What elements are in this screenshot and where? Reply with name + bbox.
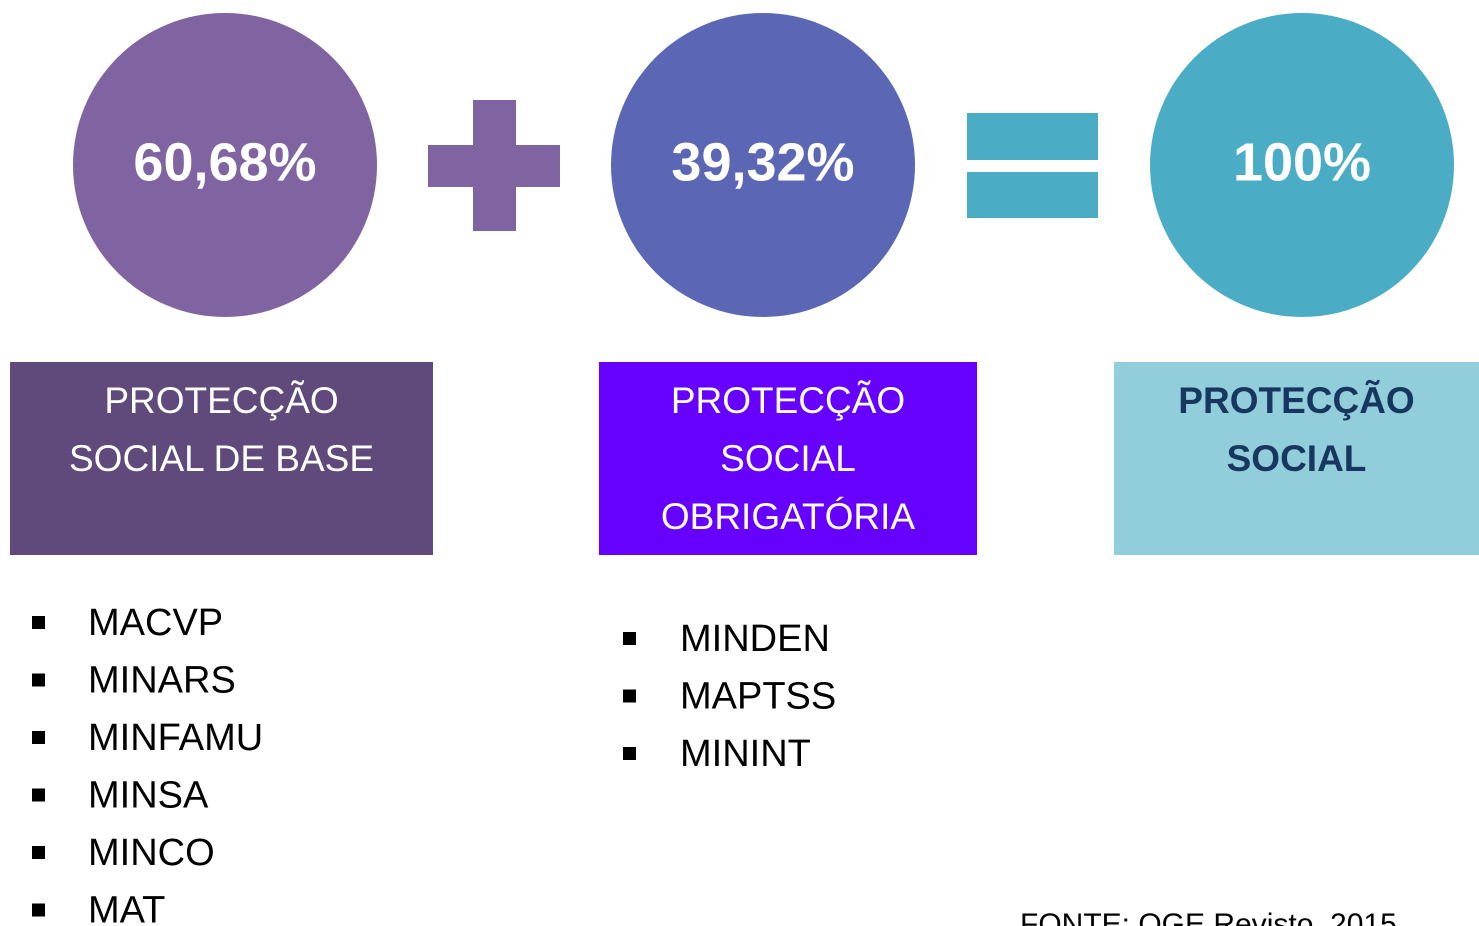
- bullet: [32, 731, 45, 744]
- list-item: MAT: [88, 890, 165, 926]
- box-label: OBRIGATÓRIA: [661, 496, 916, 537]
- box: [10, 362, 433, 555]
- box: [1114, 362, 1479, 555]
- circle: [73, 13, 377, 317]
- list-item: MINSA: [88, 775, 209, 817]
- bullet: [32, 788, 45, 802]
- box-label: SOCIAL: [720, 438, 856, 479]
- bullet: [623, 632, 636, 645]
- bullet: [32, 673, 45, 687]
- box-label: PROTECÇÃO: [671, 380, 905, 421]
- equals-sign: [967, 113, 1098, 160]
- bullet: [32, 846, 45, 859]
- footer: FONTE: OGE Revisto, 2015: [1020, 908, 1397, 926]
- circle: [611, 13, 915, 317]
- plus-sign: [473, 100, 516, 231]
- circle-label: 39,32%: [671, 132, 854, 192]
- circle: [1150, 13, 1454, 317]
- list-item: MACVP: [88, 602, 223, 644]
- circle-label: 60,68%: [133, 132, 316, 192]
- bullet: [623, 747, 636, 760]
- list-item: MINARS: [88, 660, 236, 702]
- list-item: MINCO: [88, 832, 215, 874]
- list-item: MINDEN: [680, 618, 830, 660]
- box-label: PROTECÇÃO: [1178, 379, 1414, 421]
- list-item: MININT: [680, 733, 811, 775]
- box-label: PROTECÇÃO: [104, 380, 338, 421]
- box-label: SOCIAL DE BASE: [69, 438, 374, 479]
- box: [599, 362, 977, 555]
- bullet: [623, 689, 636, 703]
- circle-label: 100%: [1233, 132, 1371, 192]
- box-label: SOCIAL: [1227, 438, 1367, 479]
- equals-sign: [967, 172, 1098, 218]
- list-item: MAPTSS: [680, 676, 836, 718]
- list-item: MINFAMU: [88, 717, 263, 759]
- bullet: [32, 903, 45, 917]
- bullet: [32, 616, 45, 629]
